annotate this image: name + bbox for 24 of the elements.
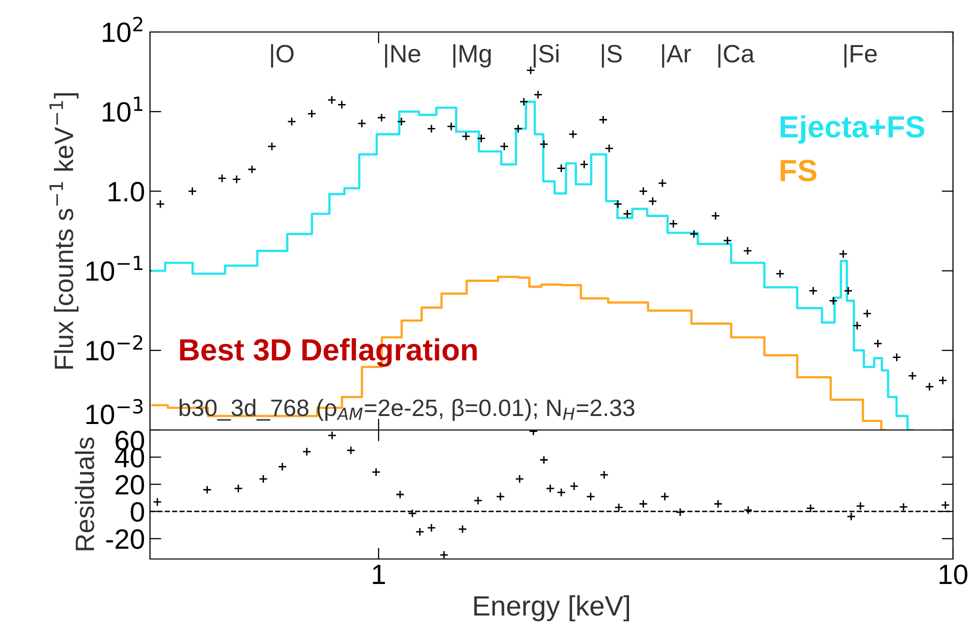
- y-tick-label: 0: [130, 502, 144, 522]
- annotation: |Ca: [718, 44, 755, 68]
- x-axis-title: Energy [keV]: [474, 595, 630, 622]
- annotation: |Fe: [844, 44, 877, 68]
- annotation: |Ar: [662, 44, 691, 68]
- y-axis-title: Residuals: [74, 438, 94, 550]
- annotation: |Mg: [453, 44, 491, 68]
- annotation: |Ne: [385, 44, 420, 68]
- annotation: |S: [602, 44, 622, 68]
- annotation: |O: [271, 44, 294, 68]
- y-axis-title: Flux [counts s$^{−1}$ keV$^{−1}$]: [49, 93, 79, 369]
- y-tick-label: 1.0: [108, 182, 144, 202]
- y-tick-label: 10$^{−1}$: [86, 256, 142, 281]
- text: Ejecta+FS: [780, 115, 924, 144]
- y-tick-label: 10$^{1}$: [102, 96, 142, 122]
- y-tick-label: -20: [106, 529, 144, 549]
- y-tick-label: 10$^{−2}$: [86, 335, 142, 361]
- x-tick-label: 1: [372, 564, 385, 584]
- y-tick-label: 10$^{−3}$: [86, 398, 143, 424]
- text: FS: [780, 160, 816, 182]
- x-tick-label: 10: [940, 564, 968, 584]
- y-tick-label: 20: [116, 474, 144, 495]
- y-tick-label: 10$^{2}$: [102, 16, 142, 42]
- annotation: |Si: [534, 44, 558, 68]
